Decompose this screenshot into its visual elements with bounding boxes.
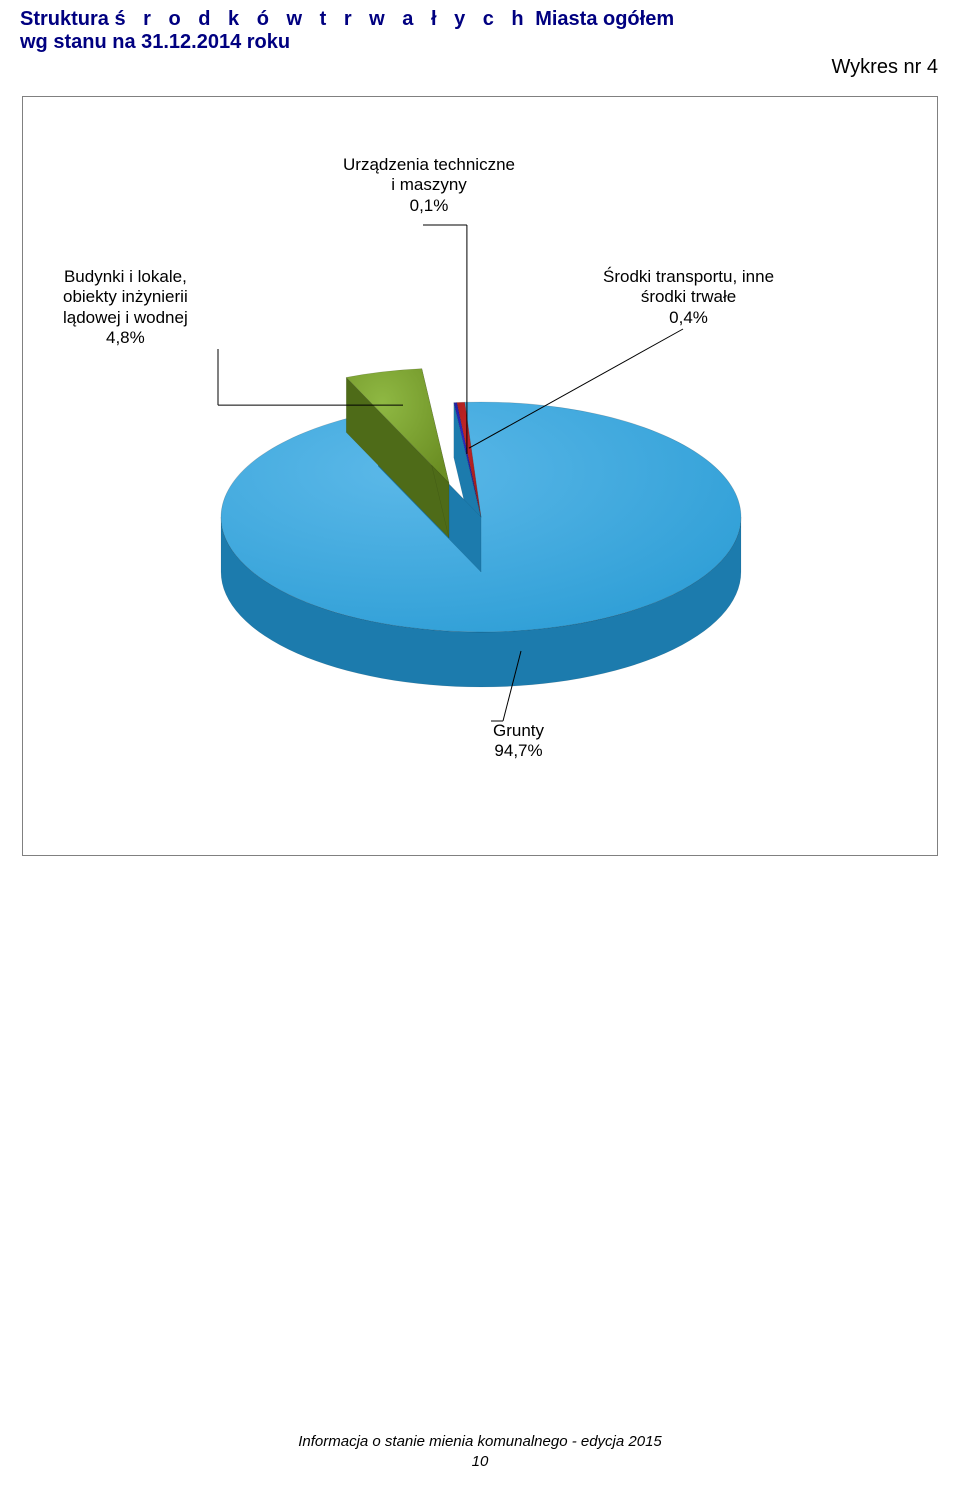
page-footer: Informacja o stanie mienia komunalnego -… [0,1432,960,1471]
title-spaced: ś r o d k ó w t r w a ł y c h [114,8,529,30]
chart-number-label: Wykres nr 4 [831,56,938,79]
footer-page-number: 10 [0,1452,960,1472]
callout-budynki: Budynki i lokale, obiekty inżynierii ląd… [63,267,188,349]
callout-srodki: Środki transportu, inne środki trwałe 0,… [603,267,774,328]
pie-chart-container: Urządzenia techniczne i maszyny 0,1% Bud… [22,96,938,856]
callout-grunty: Grunty 94,7% [493,721,544,762]
callout-urzadzenia: Urządzenia techniczne i maszyny 0,1% [343,155,515,216]
title-prefix: Struktura [20,8,114,30]
title-line2: wg stanu na 31.12.2014 roku [20,31,940,54]
footer-line1: Informacja o stanie mienia komunalnego -… [0,1432,960,1452]
title-line1: Struktura ś r o d k ó w t r w a ł y c h … [20,8,940,31]
title-suffix: Miasta ogółem [530,8,674,30]
page-title: Struktura ś r o d k ó w t r w a ł y c h … [0,0,960,58]
